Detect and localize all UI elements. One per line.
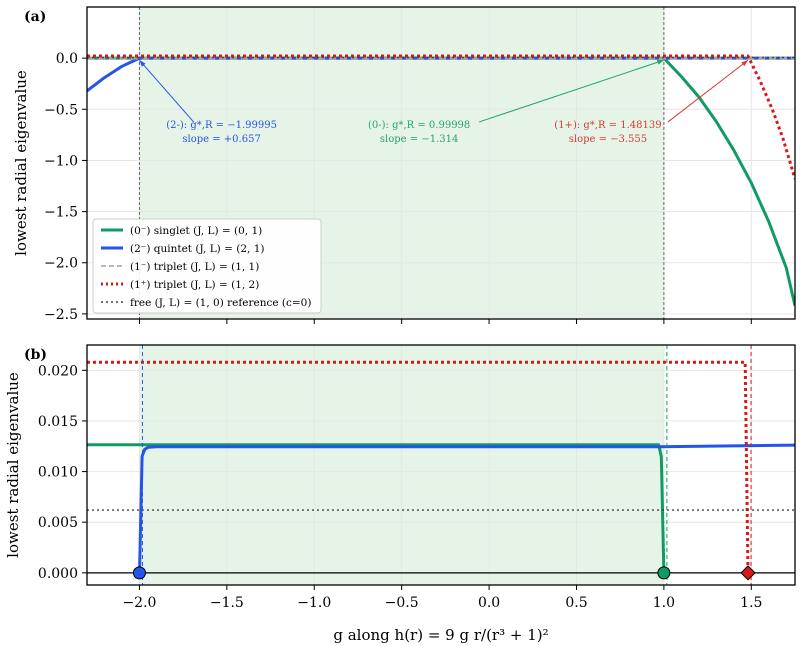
legend-label: (2⁻) quintet (J, L) = (2, 1) — [130, 243, 265, 255]
x-tick-label: −1.5 — [210, 595, 244, 611]
y-tick-label: −2.0 — [44, 256, 78, 272]
y-tick-label: 0.000 — [38, 566, 78, 582]
annotation-arrowhead — [741, 60, 749, 67]
y-axis-label: lowest radial eigenvalue — [12, 70, 30, 256]
crossing-marker — [657, 566, 671, 580]
annotation-arrow — [667, 59, 749, 123]
y-tick-label: −2.5 — [44, 307, 78, 323]
series-line — [87, 443, 666, 573]
annotation-arrow — [139, 59, 194, 123]
x-tick-label: 0.5 — [565, 595, 587, 611]
legend-label: (1⁺) triplet (J, L) = (1, 2) — [130, 279, 259, 291]
series-line — [138, 443, 795, 573]
x-tick-label: 0.0 — [478, 595, 500, 611]
annotation-label: (1+): g*,R = 1.48139 — [554, 120, 661, 131]
annotation-label: (2-): g*,R = −1.99995 — [166, 120, 277, 131]
x-tick-label: −2.0 — [122, 595, 156, 611]
x-tick-label: 1.0 — [653, 595, 675, 611]
y-tick-label: 0.005 — [38, 515, 78, 531]
legend-label: (1⁻) triplet (J, L) = (1, 1) — [130, 261, 259, 273]
annotation-arrowhead — [139, 60, 146, 67]
crossing-marker — [132, 566, 146, 580]
x-tick-label: −0.5 — [385, 595, 419, 611]
x-tick-label: −1.0 — [297, 595, 331, 611]
series-line — [87, 54, 795, 180]
y-tick-label: 0.010 — [38, 465, 78, 481]
legend-label: (0⁻) singlet (J, L) = (0, 1) — [130, 225, 262, 237]
y-tick-label: −1.5 — [44, 205, 78, 221]
legend-box — [92, 218, 322, 314]
y-axis-label: lowest radial eigenvalue — [4, 372, 22, 558]
y-tick-label: 0.020 — [38, 363, 78, 379]
x-axis-label: g along h(r) = 9 g r/(r³ + 1)² — [333, 626, 548, 644]
axes-frame — [86, 6, 796, 320]
y-tick-label: 0.0 — [56, 51, 78, 67]
legend-label: free (J, L) = (1, 0) reference (c=0) — [130, 297, 311, 309]
annotation-slope: slope = −1.314 — [380, 134, 458, 145]
series-line — [87, 360, 750, 573]
panel-label: (b) — [24, 347, 47, 363]
y-tick-label: −1.0 — [44, 153, 78, 169]
annotation-slope: slope = +0.657 — [182, 134, 260, 145]
axes-frame — [86, 344, 796, 586]
annotation-arrow — [478, 59, 665, 123]
annotation-slope: slope = −3.555 — [569, 134, 647, 145]
y-tick-label: 0.015 — [38, 414, 78, 430]
y-tick-label: −0.5 — [44, 102, 78, 118]
panel-label: (a) — [24, 9, 46, 25]
annotation-label: (0-): g*,R = 0.99998 — [368, 120, 470, 131]
x-tick-label: 1.5 — [740, 595, 762, 611]
annotation-arrowhead — [656, 60, 664, 65]
crossing-marker — [740, 565, 756, 581]
series-line — [87, 56, 795, 307]
